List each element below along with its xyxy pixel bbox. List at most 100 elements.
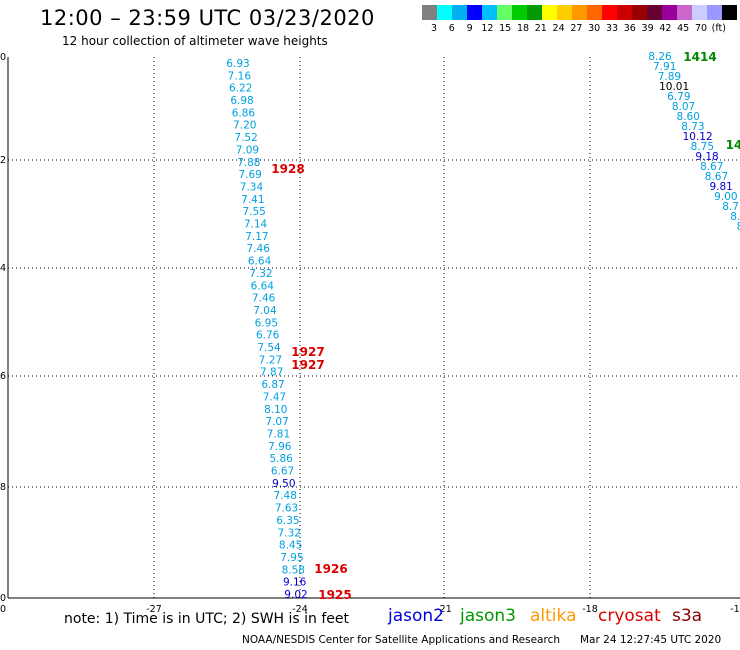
satellite-label-jason3: jason3	[460, 606, 516, 626]
wave-height-value: 6.35	[276, 515, 299, 527]
legend-label: 21	[534, 23, 547, 34]
wave-height-value: 6.93	[226, 58, 249, 70]
legend-swatch	[722, 5, 737, 20]
timestamp-text: Mar 24 12:27:45 UTC 2020	[580, 634, 722, 646]
legend-swatch	[707, 5, 722, 20]
satellite-label-s3a: s3a	[672, 606, 703, 626]
wave-height-value: 9.18	[695, 151, 718, 163]
wave-height-value: 8.73	[681, 121, 704, 133]
legend-swatch	[512, 5, 527, 20]
lon-tick-label: -15	[730, 604, 740, 615]
lat-tick-label: -30	[0, 52, 6, 63]
legend-label: 33	[605, 23, 619, 34]
wave-height-value: 5.86	[269, 453, 293, 465]
wave-height-value: 7.07	[265, 416, 288, 428]
wave-height-value: 7.63	[275, 503, 298, 515]
wave-height-value: 10.12	[683, 131, 713, 143]
pass-time-label: 1926	[314, 562, 347, 576]
wave-height-value: 8.07	[672, 101, 695, 113]
lat-tick-label: -34	[0, 263, 6, 274]
legend-label: 3	[430, 23, 438, 34]
wave-height-value: 7.34	[240, 181, 264, 193]
legend-swatch	[647, 5, 662, 20]
legend-label: 36	[623, 23, 636, 34]
legend-label: 70	[694, 23, 708, 34]
legend-label: 9	[466, 23, 473, 34]
legend-swatch	[437, 5, 452, 20]
legend-swatch	[452, 5, 467, 20]
wave-height-value: 7.09	[236, 144, 259, 156]
wave-height-value: 7.48	[274, 490, 297, 502]
footer-note: note: 1) Time is in UTC; 2) SWH is in fe…	[64, 611, 350, 627]
wave-height-value: 8.58	[282, 564, 305, 576]
wave-height-value: 7.69	[238, 169, 261, 181]
wave-height-value: 7.17	[245, 231, 268, 243]
wave-height-value: 7.91	[653, 61, 676, 73]
legend-label: 18	[516, 23, 530, 34]
wave-height-value: 9.81	[709, 181, 732, 193]
lat-tick-label: -40	[0, 593, 6, 604]
legend-swatch	[677, 5, 692, 20]
wave-height-value: 9.16	[283, 577, 307, 589]
wave-height-value: 8.67	[705, 171, 728, 183]
wave-height-value: 8.10	[264, 404, 287, 416]
wave-height-value: 7.20	[233, 120, 256, 132]
wave-height-value: 8.45	[279, 540, 302, 552]
legend-swatch	[542, 5, 557, 20]
legend-label: 27	[570, 23, 583, 34]
wave-height-value: 8.60	[677, 111, 700, 123]
legend-label: 42	[659, 23, 672, 34]
pass-time-label: 1927	[291, 358, 324, 372]
legend-label: (ft)	[711, 23, 726, 34]
wave-height-value: 7.32	[249, 268, 272, 280]
lon-tick-label: -30	[0, 604, 6, 615]
wave-height-value: 8.67	[700, 161, 723, 173]
wave-height-value: 8.75	[691, 141, 714, 153]
legend-label: 15	[499, 23, 512, 34]
legend-swatch	[467, 5, 482, 20]
wave-height-value: 7.96	[268, 441, 292, 453]
lat-tick-label: -32	[0, 155, 6, 166]
legend-label: 45	[677, 23, 690, 34]
wave-height-value: 7.87	[260, 367, 283, 379]
lon-tick-label: -21	[436, 604, 452, 615]
legend-swatch	[692, 5, 707, 20]
credit-text: NOAA/NESDIS Center for Satellite Applica…	[242, 634, 560, 646]
legend-label: 24	[552, 23, 565, 34]
legend-swatch	[557, 5, 572, 20]
longitude-axis: -27 -24 -21 -18 -15	[146, 604, 740, 615]
wave-height-value: 8	[737, 221, 740, 233]
pass-time-label: 1414	[683, 50, 716, 64]
lon-tick-label: -24	[292, 604, 308, 615]
legend-swatch	[527, 5, 542, 20]
legend-label: 6	[448, 23, 455, 34]
wave-height-value: 6.22	[229, 83, 252, 95]
pass-time-label: 1928	[271, 162, 304, 176]
legend-swatch	[587, 5, 602, 20]
legend-swatch	[632, 5, 647, 20]
pass-time-label: 1927	[291, 345, 324, 359]
wave-height-value: 9.02	[284, 589, 307, 601]
altimeter-track-2: 8.267.917.8910.016.798.078.608.7310.128.…	[648, 51, 740, 233]
wave-height-value: 6.86	[232, 107, 256, 119]
lat-tick-label: -36	[0, 371, 6, 382]
wave-height-value: 6.79	[667, 91, 690, 103]
satellite-label-cryosat: cryosat	[598, 606, 661, 626]
legend-label: 30	[588, 23, 601, 34]
satellite-label-jason2: jason2	[388, 606, 444, 626]
wave-height-value: 6.95	[255, 317, 278, 329]
wave-height-value: 6.98	[230, 95, 253, 107]
page-title: 12:00 – 23:59 UTC 03/23/2020	[40, 6, 375, 30]
wave-height-value: 6.67	[271, 466, 294, 478]
satellite-label-altika: altika	[530, 606, 577, 626]
wave-height-value: 6.64	[248, 256, 272, 268]
lat-tick-label: -38	[0, 482, 6, 493]
wave-height-value: 8.26	[648, 51, 672, 63]
wave-height-value: 7.46	[247, 243, 271, 255]
wave-height-value: 6.76	[256, 330, 280, 342]
legend-swatch	[497, 5, 512, 20]
wave-height-value: 7.41	[241, 194, 264, 206]
page-subtitle: 12 hour collection of altimeter wave hei…	[62, 34, 328, 48]
